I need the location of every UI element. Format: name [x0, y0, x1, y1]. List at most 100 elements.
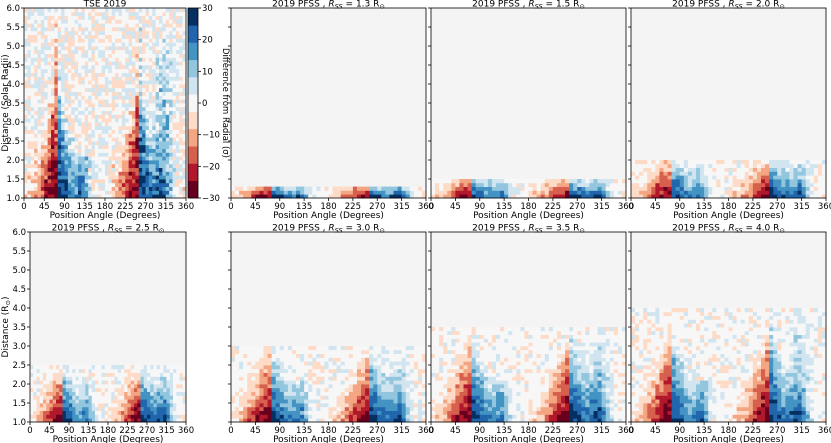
- heatmap-cell: [88, 418, 93, 423]
- heatmap-cell: [132, 106, 136, 111]
- heatmap-cell: [165, 194, 170, 199]
- heatmap-cell: [813, 175, 819, 180]
- heatmap-cell: [54, 49, 59, 54]
- heatmap-cell: [105, 84, 109, 89]
- heatmap-cell: [312, 365, 317, 370]
- heatmap-cell: [155, 76, 160, 81]
- heatmap-cell: [773, 179, 778, 184]
- heatmap-cell: [491, 186, 497, 191]
- heatmap-cell: [155, 65, 160, 70]
- heatmap-cell: [74, 160, 79, 165]
- heatmap-cell: [108, 53, 113, 58]
- heatmap-cell: [34, 95, 38, 100]
- heatmap-cell: [114, 399, 119, 404]
- heatmap-cell: [724, 182, 729, 187]
- heatmap-cell: [169, 141, 173, 146]
- heatmap-cell: [691, 182, 697, 187]
- heatmap-cell: [320, 403, 325, 408]
- heatmap-cell: [356, 194, 362, 199]
- heatmap-cell: [821, 160, 827, 165]
- heatmap-cell: [148, 148, 153, 153]
- heatmap-cell: [175, 167, 180, 172]
- heatmap-cell: [71, 152, 76, 157]
- heatmap-cell: [561, 186, 566, 191]
- heatmap-cell: [114, 384, 119, 389]
- heatmap-cell: [176, 376, 180, 381]
- heatmap-cell: [165, 156, 170, 161]
- heatmap-cell: [30, 194, 35, 199]
- heatmap-cell: [169, 38, 173, 43]
- heatmap-cell: [125, 129, 130, 134]
- heatmap-cell: [72, 365, 76, 370]
- heatmap-cell: [179, 406, 184, 411]
- heatmap-cell: [64, 38, 69, 43]
- heatmap-cell: [173, 406, 177, 411]
- heatmap-cell: [91, 68, 96, 73]
- heatmap-cell: [101, 118, 106, 123]
- heatmap-cell: [182, 38, 187, 43]
- heatmap-cell: [118, 114, 123, 119]
- heatmap-cell: [85, 387, 89, 392]
- heatmap-cell: [98, 410, 102, 415]
- heatmap-cell: [104, 399, 109, 404]
- heatmap-cell: [275, 357, 281, 362]
- heatmap-cell: [78, 122, 82, 127]
- heatmap-cell: [37, 194, 42, 199]
- heatmap-cell: [34, 144, 38, 149]
- heatmap-cell: [443, 182, 448, 187]
- heatmap-cell: [308, 357, 313, 362]
- heatmap-cell: [635, 163, 640, 168]
- heatmap-cell: [251, 414, 256, 419]
- heatmap-cell: [631, 163, 636, 168]
- heatmap-cell: [61, 49, 65, 54]
- heatmap-cell: [51, 80, 55, 85]
- heatmap-cell: [67, 57, 72, 62]
- heatmap-cell: [691, 186, 697, 191]
- heatmap-cell: [121, 118, 126, 123]
- heatmap-cell: [128, 186, 133, 191]
- heatmap-cell: [267, 380, 273, 385]
- heatmap-cell: [348, 365, 354, 370]
- heatmap-cell: [639, 186, 644, 191]
- heatmap-cell: [348, 368, 354, 373]
- heatmap-cell: [159, 163, 163, 168]
- heatmap-cell: [36, 403, 41, 408]
- heatmap-cell: [239, 368, 244, 373]
- heatmap-cell: [150, 395, 154, 400]
- heatmap-cell: [475, 179, 481, 184]
- heatmap-cell: [37, 186, 42, 191]
- heatmap-cell: [81, 182, 86, 187]
- heatmap-cell: [369, 190, 374, 195]
- heatmap-cell: [156, 376, 161, 381]
- heatmap-cell: [160, 406, 164, 411]
- heatmap-cell: [108, 365, 112, 370]
- heatmap-cell: [30, 106, 35, 111]
- heatmap-cell: [125, 19, 130, 24]
- heatmap-cell: [340, 372, 346, 377]
- heatmap-cell: [124, 384, 128, 389]
- heatmap-cell: [267, 414, 273, 419]
- heatmap-cell: [369, 357, 374, 362]
- heatmap-cell: [700, 167, 705, 172]
- heatmap-cell: [536, 182, 542, 187]
- heatmap-cell: [740, 194, 746, 199]
- heatmap-cell: [324, 380, 329, 385]
- heatmap-cell: [160, 403, 164, 408]
- heatmap-cell: [67, 103, 72, 108]
- heatmap-cell: [159, 49, 163, 54]
- heatmap-cell: [51, 95, 55, 100]
- heatmap-cell: [712, 179, 717, 184]
- heatmap-cell: [39, 384, 44, 389]
- heatmap-cell: [115, 91, 119, 96]
- heatmap-cell: [361, 391, 366, 396]
- heatmap-cell: [128, 65, 133, 70]
- heatmap-cell: [805, 160, 811, 165]
- heatmap-cell: [300, 387, 305, 392]
- heatmap-cell: [88, 137, 92, 142]
- heatmap-cell: [37, 133, 42, 138]
- heatmap-cell: [163, 384, 167, 389]
- heatmap-cell: [94, 84, 99, 89]
- heatmap-cell: [813, 171, 819, 176]
- heatmap-cell: [409, 387, 415, 392]
- heatmap-cell: [463, 182, 468, 187]
